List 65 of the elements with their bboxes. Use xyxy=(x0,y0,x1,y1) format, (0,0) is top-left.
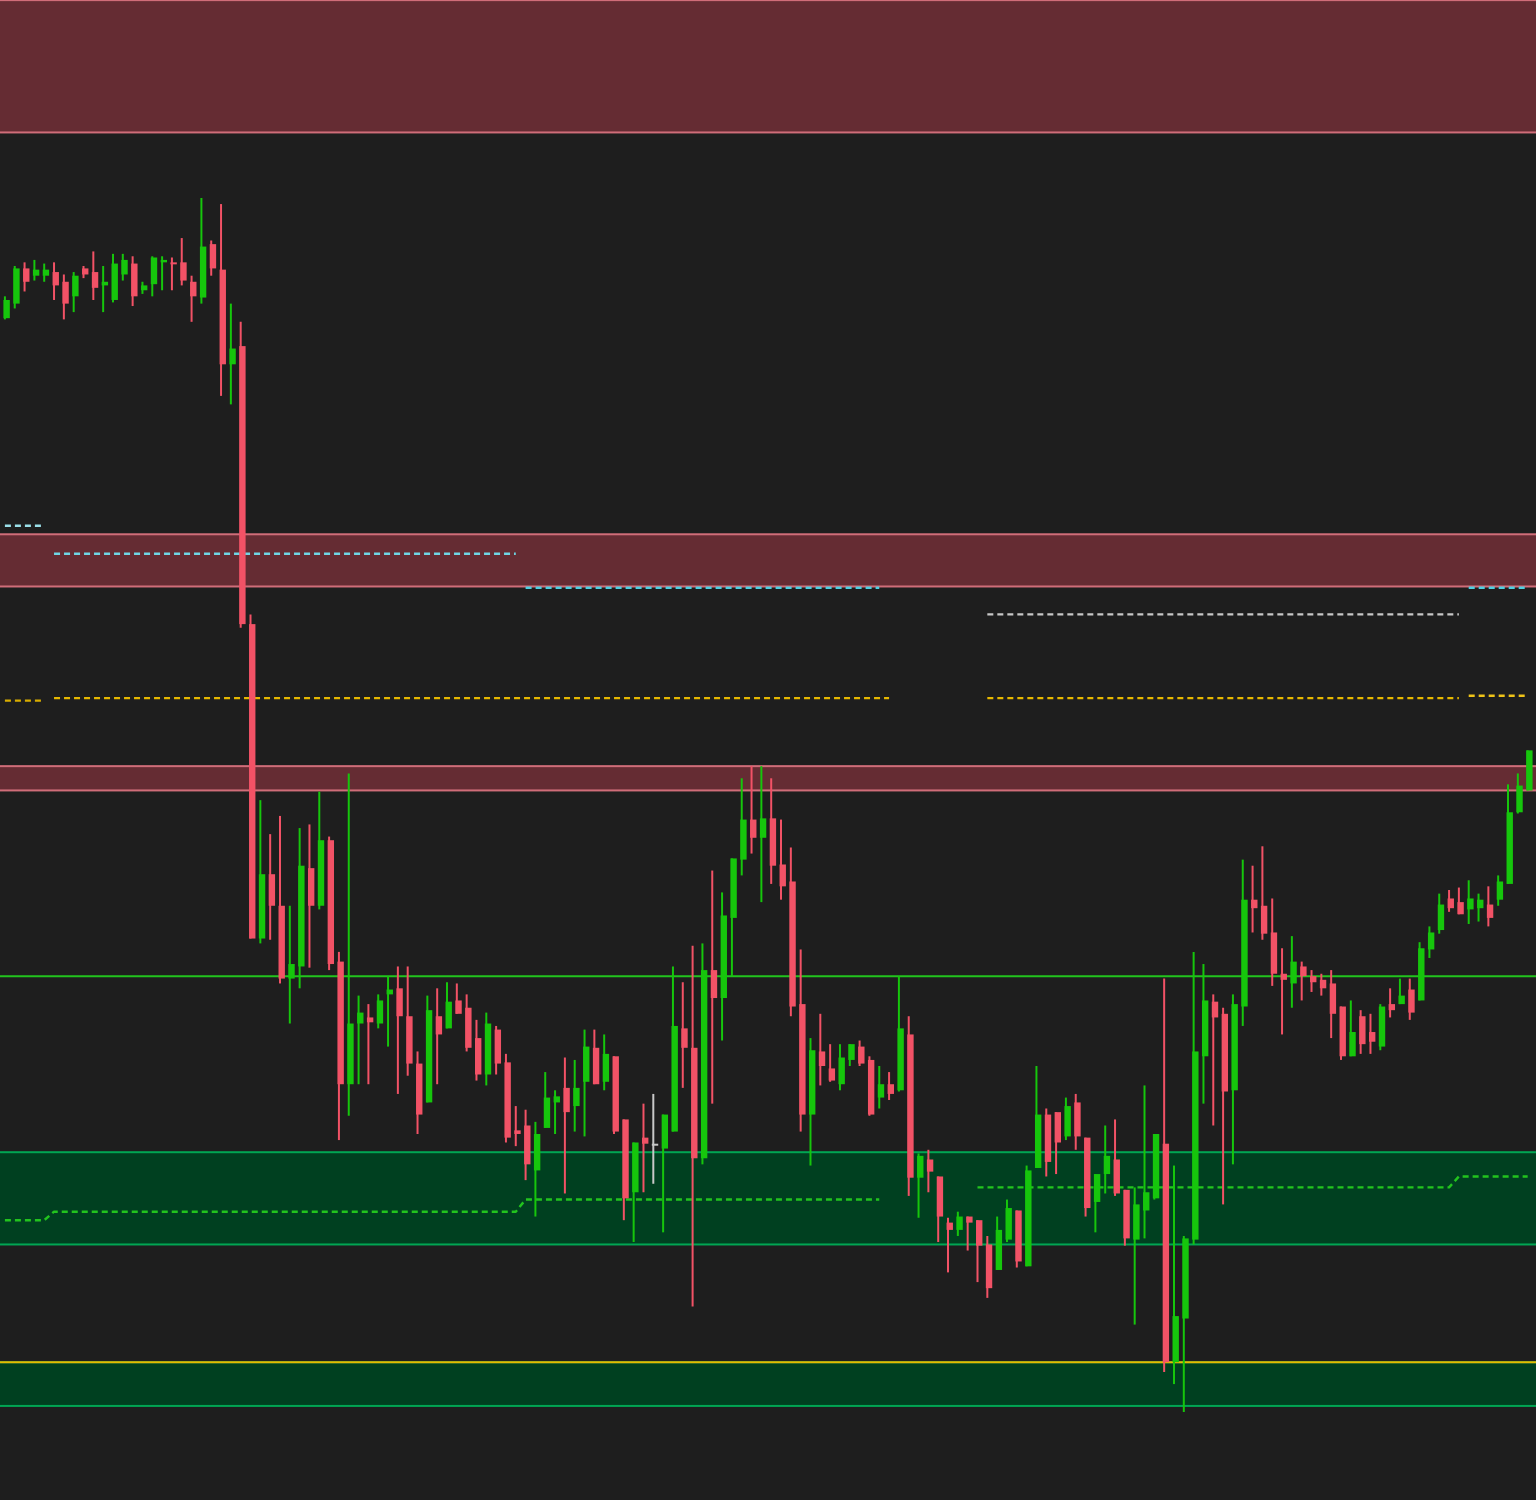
candlestick xyxy=(1064,1096,1071,1142)
candlestick xyxy=(642,1102,649,1194)
candlestick xyxy=(131,255,138,308)
candlestick xyxy=(533,1120,541,1218)
candlestick xyxy=(150,255,158,298)
candlestick xyxy=(1408,977,1415,1021)
candlestick xyxy=(1103,1124,1111,1195)
candlestick xyxy=(917,1152,924,1219)
candlestick xyxy=(750,765,757,855)
candlestick xyxy=(1378,1003,1386,1052)
candlestick xyxy=(887,1071,894,1101)
candlestick xyxy=(1329,969,1337,1040)
candlestick xyxy=(553,1089,560,1135)
candlestick xyxy=(759,765,767,904)
candlestick xyxy=(1260,845,1268,941)
candlestick xyxy=(435,987,443,1086)
candlestick xyxy=(769,777,777,885)
candlestick xyxy=(563,1056,570,1195)
candlestick xyxy=(445,981,452,1030)
candlestick xyxy=(1437,892,1445,935)
candlestick xyxy=(91,250,99,301)
candlestick xyxy=(877,1065,885,1110)
candlestick xyxy=(190,274,197,323)
candlestick xyxy=(573,1058,580,1133)
candlestick xyxy=(710,869,718,1105)
candlestick xyxy=(307,823,315,969)
candlestick xyxy=(209,239,217,277)
candlestick xyxy=(1496,874,1504,907)
candlestick xyxy=(1290,935,1297,1009)
candlestick xyxy=(985,1234,993,1299)
candlestick xyxy=(1349,999,1356,1058)
candlestick xyxy=(583,1028,590,1138)
candlestick xyxy=(23,261,30,293)
candlestick xyxy=(828,1043,836,1083)
candlestick xyxy=(229,302,236,406)
candlestick xyxy=(268,833,276,941)
candlestick xyxy=(1270,897,1278,987)
candlestick xyxy=(366,1003,374,1086)
candlestick xyxy=(1427,925,1435,959)
candlestick xyxy=(376,993,384,1030)
candlestick xyxy=(602,1033,610,1092)
candlestick xyxy=(1398,977,1405,1006)
candlestick xyxy=(396,965,403,1095)
candlestick xyxy=(357,994,364,1086)
candlestick xyxy=(543,1071,551,1129)
candlestick xyxy=(681,981,688,1089)
candlestick xyxy=(1300,960,1307,1002)
candlestick xyxy=(406,965,413,1077)
candlestick xyxy=(1054,1111,1061,1176)
candlestick xyxy=(1280,947,1287,1036)
candlestick xyxy=(956,1210,963,1237)
candlestick xyxy=(1486,885,1494,928)
candlestick xyxy=(818,1012,826,1087)
candlestick xyxy=(926,1148,934,1194)
candlestick xyxy=(32,258,40,282)
candlestick xyxy=(592,1028,600,1086)
candlestick xyxy=(72,271,79,314)
candlestick xyxy=(42,262,50,283)
candlestick xyxy=(1093,1173,1101,1234)
candlestick xyxy=(1074,1092,1081,1151)
candlestick xyxy=(1310,969,1317,993)
candlestick xyxy=(1044,1107,1052,1178)
candlestick xyxy=(1388,987,1396,1019)
candlestick xyxy=(936,1175,944,1244)
candlestick xyxy=(651,1092,659,1185)
